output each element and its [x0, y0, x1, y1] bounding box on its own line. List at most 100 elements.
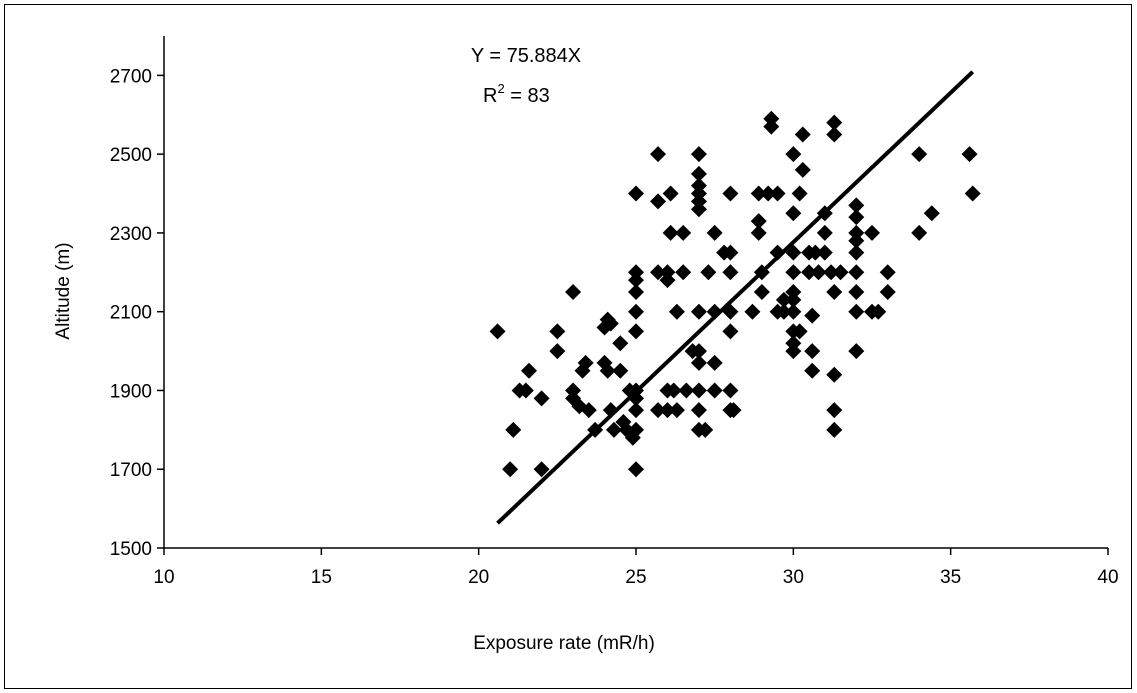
data-point [807, 244, 824, 261]
r-squared-suffix: = 83 [505, 85, 550, 107]
data-point [659, 272, 676, 289]
data-point [725, 402, 742, 419]
data-point [816, 244, 833, 261]
data-point [722, 244, 739, 261]
data-point [848, 209, 865, 226]
data-point [697, 421, 714, 438]
data-point [612, 335, 629, 352]
data-point [628, 185, 644, 202]
data-point [785, 205, 802, 222]
data-point [690, 303, 707, 320]
data-point [665, 382, 682, 399]
y-tick-label: 2700 [110, 66, 152, 87]
y-axis-title: Altitude (m) [53, 242, 74, 339]
data-point [599, 362, 616, 379]
data-point [804, 343, 821, 360]
data-point [612, 362, 629, 379]
data-point [722, 382, 739, 399]
data-point [750, 185, 767, 202]
data-point [826, 421, 843, 438]
data-point [804, 307, 821, 324]
y-tick-label: 2300 [110, 224, 152, 245]
r-squared-prefix: R [483, 85, 497, 107]
data-point [791, 323, 808, 340]
data-point [923, 205, 940, 222]
data-point [848, 343, 865, 360]
data-point [628, 264, 644, 281]
data-point [668, 303, 685, 320]
data-point [628, 421, 644, 438]
data-point [662, 224, 679, 241]
equation-label: Y = 75.884X [471, 45, 581, 67]
data-point [826, 126, 843, 143]
data-point [794, 126, 811, 143]
y-tick-label: 1900 [110, 381, 152, 402]
data-point [722, 264, 739, 281]
data-point [810, 264, 827, 281]
chart-frame: 10 15 20 25 30 35 40 1500 1700 1900 2100 2300 2500 2… [4, 4, 1132, 689]
data-point [549, 323, 566, 340]
data-point [690, 343, 707, 360]
y-axis: 1500 1700 1900 2100 2300 2500 2700 [110, 36, 165, 560]
data-point [816, 224, 833, 241]
x-tick-label: 30 [783, 567, 804, 588]
data-point [668, 402, 685, 419]
data-point [706, 382, 723, 399]
data-point [794, 161, 811, 178]
x-tick-label: 35 [940, 567, 961, 588]
data-point [848, 232, 865, 249]
data-point [769, 244, 786, 261]
x-tick-label: 40 [1097, 567, 1118, 588]
data-point [690, 354, 707, 371]
data-point [763, 118, 780, 135]
data-point [848, 303, 865, 320]
data-point [533, 461, 550, 478]
data-point [602, 315, 619, 332]
y-tick-label: 2100 [110, 303, 152, 324]
data-point [722, 323, 739, 340]
y-tick-label: 1500 [110, 539, 152, 560]
data-point [577, 354, 594, 371]
data-point [628, 461, 644, 478]
data-point [722, 185, 739, 202]
data-point [662, 185, 679, 202]
data-point [785, 343, 802, 360]
data-point [791, 185, 808, 202]
data-point [826, 114, 843, 131]
data-point [628, 323, 644, 340]
y-tick-label: 2500 [110, 145, 152, 166]
data-point [911, 146, 928, 163]
data-point [650, 146, 667, 163]
data-point [549, 343, 566, 360]
data-point [775, 303, 792, 320]
data-point [565, 284, 582, 300]
x-tick-label: 15 [311, 567, 332, 588]
data-point [628, 402, 644, 419]
data-point [706, 224, 723, 241]
scatter-chart: 10 15 20 25 30 35 40 1500 1700 1900 2100 2300 2500 2… [53, 36, 1119, 654]
data-point [580, 402, 597, 419]
data-points [489, 110, 981, 478]
x-tick-label: 25 [625, 567, 646, 588]
r-squared-label: R2 = 83 [483, 81, 550, 107]
data-point [848, 284, 865, 300]
data-point [870, 303, 887, 320]
data-point [502, 461, 519, 478]
data-point [879, 284, 896, 300]
data-point [521, 362, 538, 379]
data-point [659, 402, 676, 419]
data-point [678, 382, 695, 399]
data-point [832, 264, 849, 281]
data-point [750, 213, 767, 230]
data-point [706, 354, 723, 371]
data-point [650, 264, 667, 281]
data-point [826, 366, 843, 383]
data-point [848, 244, 865, 261]
data-point [675, 224, 692, 241]
data-point [753, 284, 770, 300]
data-point [675, 264, 692, 281]
data-point [785, 264, 802, 281]
data-point [823, 264, 840, 281]
data-point [961, 146, 978, 163]
data-point [785, 291, 802, 308]
